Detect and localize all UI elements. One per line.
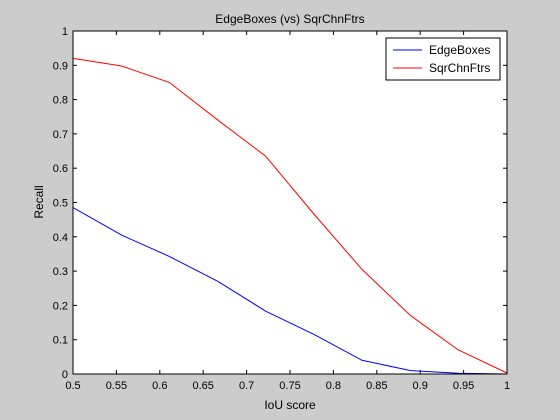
x-tick-label: 0.6 (152, 380, 167, 392)
x-tick-label: 0.8 (326, 380, 341, 392)
y-axis-label: Recall (32, 185, 46, 218)
y-tick-label: 0.8 (53, 95, 68, 107)
y-tick-label: 0.5 (53, 198, 68, 210)
y-axis: 0 0.1 0.2 0.3 0.4 0.5 0.6 0.7 0.8 0.9 1 (53, 26, 507, 381)
x-tick-label: 0.5 (65, 380, 80, 392)
legend: EdgeBoxes SqrChnFtrs (385, 37, 501, 81)
y-tick-label: 0.7 (53, 129, 68, 141)
x-tick-label: 1 (504, 380, 510, 392)
x-tick-label: 0.85 (366, 380, 387, 392)
series-layer (72, 57, 508, 375)
series-line-sqrchnftrs (72, 57, 508, 374)
x-tick-label: 0.95 (453, 380, 474, 392)
x-tick-label: 0.55 (106, 380, 127, 392)
x-tick-label: 0.9 (413, 380, 428, 392)
y-tick-label: 0.6 (53, 163, 68, 175)
y-tick-label: 0.2 (53, 300, 68, 312)
x-tick-label: 0.7 (239, 380, 254, 392)
x-axis: 0.5 0.55 0.6 0.65 0.7 0.75 0.8 0.85 0.9 0.95 1 (65, 31, 510, 392)
x-axis-label: IoU score (264, 398, 316, 412)
plot-area (73, 31, 507, 374)
x-tick-label: 0.75 (279, 380, 300, 392)
x-tick-label: 0.65 (192, 380, 213, 392)
chart-title: EdgeBoxes (vs) SqrChnFtrs (215, 12, 364, 26)
y-tick-label: 0.1 (53, 335, 68, 347)
y-tick-label: 0.4 (53, 232, 68, 244)
legend-label-sqrchnftrs: SqrChnFtrs (429, 61, 490, 75)
legend-label-edgeboxes: EdgeBoxes (429, 43, 490, 57)
legend-box (385, 37, 501, 81)
y-tick-label: 0 (62, 369, 68, 381)
y-tick-label: 0.9 (53, 60, 68, 72)
y-tick-label: 1 (62, 26, 68, 38)
series-line-edgeboxes (72, 207, 508, 375)
y-tick-label: 0.3 (53, 266, 68, 278)
